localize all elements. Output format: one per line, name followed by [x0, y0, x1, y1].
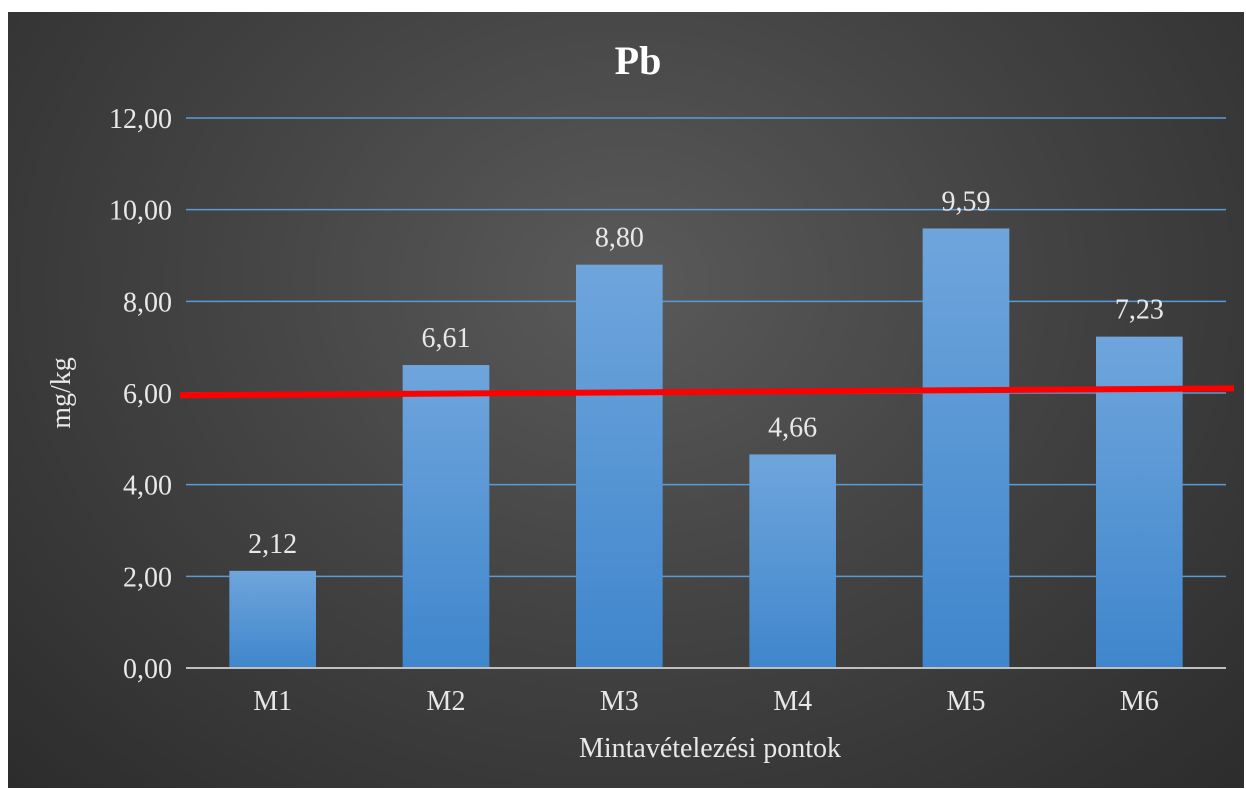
x-tick-label: M5: [947, 686, 986, 717]
bar-m5: [922, 228, 1010, 669]
data-label: 8,80: [595, 223, 644, 254]
x-tick-label: M3: [600, 686, 639, 717]
data-label: 4,66: [768, 412, 817, 443]
data-labels: 2,12 6,61 8,80 4,66 9,59 7,23: [248, 186, 1164, 559]
bar-m4: [749, 454, 836, 668]
y-axis-label: mg/kg: [46, 357, 77, 429]
data-label: 7,23: [1115, 295, 1164, 326]
x-tick-label: M6: [1120, 686, 1159, 717]
y-tick-label: 4,00: [123, 471, 172, 502]
data-label: 9,59: [942, 186, 991, 217]
x-axis-tick-labels: M1 M2 M3 M4 M5 M6: [253, 686, 1159, 717]
chart-title: Pb: [615, 38, 662, 83]
x-tick-label: M1: [253, 686, 292, 717]
bar-m3: [576, 264, 663, 668]
data-label: 6,61: [422, 323, 471, 354]
x-tick-label: M4: [773, 686, 812, 717]
y-tick-label: 6,00: [123, 379, 172, 410]
y-axis-tick-labels: 0,00 2,00 4,00 6,00 8,00 10,00 12,00: [109, 104, 172, 685]
y-tick-label: 8,00: [123, 287, 172, 318]
chart-area: Pb 0,00 2,00 4,00 6,00 8,00 10,00 12,00 2,12 6,…: [8, 12, 1244, 788]
bars: [229, 228, 1183, 669]
reference-line: [179, 385, 1235, 399]
x-tick-label: M2: [427, 686, 466, 717]
data-label: 2,12: [248, 529, 297, 560]
gridlines: [186, 117, 1226, 578]
x-axis-label: Mintavételezési pontok: [579, 733, 841, 764]
bar-m1: [229, 570, 316, 668]
y-tick-label: 0,00: [123, 654, 172, 685]
y-tick-label: 10,00: [109, 196, 172, 227]
y-tick-label: 12,00: [109, 104, 172, 135]
y-tick-label: 2,00: [123, 562, 172, 593]
bar-chart: Pb 0,00 2,00 4,00 6,00 8,00 10,00 12,00 2,12 6,…: [46, 38, 1235, 764]
bar-m2: [402, 365, 490, 668]
